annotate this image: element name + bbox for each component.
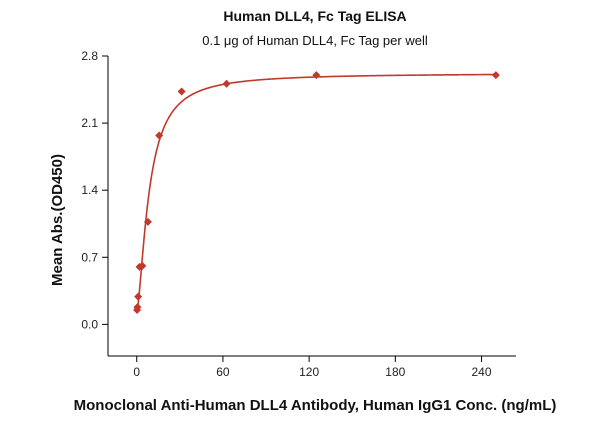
data-points: [133, 71, 500, 314]
data-point: [222, 79, 231, 88]
data-point: [177, 87, 186, 96]
x-axis-title: Monoclonal Anti-Human DLL4 Antibody, Hum…: [74, 397, 557, 414]
y-axis-ticks: 0.0 0.7 1.4 2.1 2.8: [81, 49, 108, 331]
y-tick-label: 0.7: [81, 250, 98, 264]
y-tick-label: 0.0: [81, 317, 98, 331]
data-point: [133, 303, 142, 312]
x-tick-label: 120: [299, 365, 319, 379]
data-point: [491, 71, 500, 80]
data-point: [155, 131, 164, 140]
x-axis-ticks: 0 60 120 180 240: [133, 356, 492, 379]
fit-curve: [136, 73, 496, 312]
x-tick-label: 180: [385, 365, 405, 379]
data-point: [138, 261, 147, 270]
y-tick-label: 1.4: [81, 183, 98, 197]
y-tick-label: 2.1: [81, 116, 98, 130]
x-tick-label: 60: [216, 365, 230, 379]
data-point: [143, 217, 152, 226]
y-axis-title: Mean Abs.(OD450): [49, 154, 66, 286]
data-point: [312, 71, 321, 80]
y-tick-label: 2.8: [81, 49, 98, 63]
chart-title: Human DLL4, Fc Tag ELISA: [223, 8, 406, 24]
x-tick-label: 240: [472, 365, 492, 379]
chart-subtitle: 0.1 μg of Human DLL4, Fc Tag per well: [202, 33, 428, 48]
axes: [107, 56, 516, 357]
x-tick-label: 0: [133, 365, 140, 379]
data-point: [134, 292, 143, 301]
